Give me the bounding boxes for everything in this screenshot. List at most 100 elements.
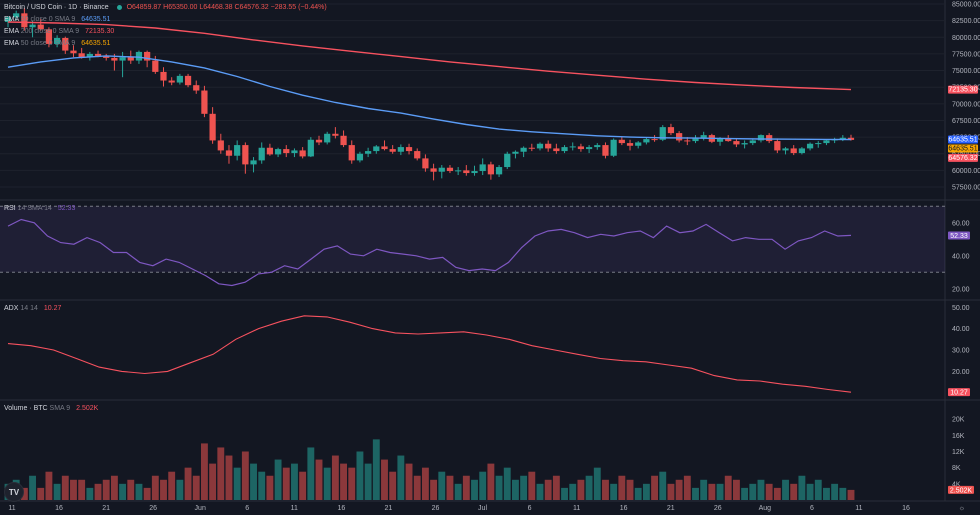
volume-bar[interactable] — [405, 463, 413, 500]
candle[interactable] — [193, 80, 200, 94]
candle[interactable] — [766, 133, 773, 144]
volume-bar[interactable] — [479, 471, 487, 500]
candle[interactable] — [21, 7, 28, 31]
candle[interactable] — [635, 141, 642, 149]
volume-bar[interactable] — [45, 471, 53, 500]
candle[interactable] — [217, 133, 224, 154]
candle[interactable] — [168, 77, 175, 86]
symbol-title[interactable]: Bitcoin / USD Coin · 1D · Binance — [4, 4, 109, 11]
candle[interactable] — [266, 143, 274, 156]
volume-bar[interactable] — [561, 487, 568, 500]
candle[interactable] — [53, 35, 61, 48]
volume-bar[interactable] — [847, 489, 855, 500]
volume-bar[interactable] — [659, 471, 667, 500]
volume-bar[interactable] — [806, 483, 814, 500]
candle[interactable] — [504, 151, 511, 170]
volume-bar[interactable] — [127, 479, 135, 500]
candle[interactable] — [626, 139, 634, 151]
volume-bar[interactable] — [446, 475, 454, 500]
volume-bar[interactable] — [585, 475, 593, 500]
candle[interactable] — [299, 147, 306, 159]
candle[interactable] — [528, 143, 535, 152]
candle[interactable] — [29, 20, 36, 38]
candle[interactable] — [545, 140, 552, 152]
volume-bar[interactable] — [299, 471, 307, 500]
volume-bar[interactable] — [520, 475, 528, 500]
candle[interactable] — [446, 165, 454, 174]
candle[interactable] — [536, 142, 544, 151]
candle[interactable] — [741, 140, 748, 149]
price-axis[interactable]: 57500.0060000.0062500.0065000.0067500.00… — [948, 2, 980, 495]
volume-bar[interactable] — [372, 439, 380, 500]
volume-bar[interactable] — [241, 451, 249, 501]
candle[interactable] — [520, 146, 527, 158]
volume-bar[interactable] — [315, 459, 323, 500]
volume-bar[interactable] — [814, 479, 822, 500]
volume-bar[interactable] — [323, 467, 331, 500]
volume-bar[interactable] — [528, 471, 536, 500]
candle[interactable] — [209, 107, 216, 144]
volume-bar[interactable] — [430, 479, 438, 500]
volume-bar[interactable] — [757, 479, 765, 500]
volume-bar[interactable] — [421, 467, 429, 500]
volume-bar[interactable] — [438, 471, 446, 500]
volume-bar[interactable] — [209, 463, 217, 500]
volume-bar[interactable] — [250, 463, 257, 500]
volume-bar[interactable] — [593, 467, 601, 500]
ema200-line[interactable] — [7, 21, 852, 91]
volume-bar[interactable] — [282, 467, 290, 500]
volume-bar[interactable] — [569, 483, 577, 500]
volume-bar[interactable] — [364, 463, 372, 500]
candle[interactable] — [373, 145, 380, 154]
volume-bar[interactable] — [610, 483, 618, 500]
candle[interactable] — [356, 151, 364, 163]
volume-bar[interactable] — [708, 483, 716, 500]
candle[interactable] — [225, 145, 233, 164]
tradingview-logo-icon[interactable]: TV — [4, 482, 24, 502]
candle[interactable] — [348, 140, 355, 164]
candle[interactable] — [798, 147, 806, 155]
volume-bar[interactable] — [70, 479, 77, 500]
volume-bar[interactable] — [102, 479, 110, 500]
volume-bar[interactable] — [683, 475, 691, 500]
volume-bar[interactable] — [168, 471, 176, 500]
candle[interactable] — [365, 147, 372, 158]
volume-bar[interactable] — [724, 475, 732, 500]
rsi-pane[interactable] — [0, 205, 945, 287]
volume-bar[interactable] — [487, 463, 495, 500]
candle[interactable] — [324, 131, 331, 145]
candle[interactable] — [733, 139, 740, 148]
candle[interactable] — [561, 145, 568, 154]
volume-bar[interactable] — [61, 475, 69, 500]
volume-bar[interactable] — [667, 483, 675, 500]
volume-bar[interactable] — [266, 475, 274, 500]
candle[interactable] — [274, 147, 282, 158]
candle[interactable] — [790, 145, 797, 156]
candle[interactable] — [676, 131, 683, 143]
candle[interactable] — [495, 165, 503, 178]
candle[interactable] — [234, 140, 241, 161]
candle[interactable] — [13, 10, 20, 21]
volume-bar[interactable] — [511, 479, 519, 500]
candle[interactable] — [242, 142, 249, 174]
volume-bar[interactable] — [782, 479, 789, 500]
candle[interactable] — [315, 135, 323, 146]
candle[interactable] — [815, 141, 822, 148]
candle[interactable] — [585, 145, 593, 154]
volume-bar[interactable] — [110, 475, 118, 500]
candle[interactable] — [62, 36, 69, 54]
volume-bar[interactable] — [798, 475, 806, 500]
volume-bar[interactable] — [176, 479, 184, 500]
candle[interactable] — [610, 138, 617, 158]
rsi-line[interactable] — [7, 218, 852, 287]
candle[interactable] — [479, 158, 486, 176]
volume-bar[interactable] — [389, 471, 397, 500]
volume-bar[interactable] — [642, 483, 650, 500]
candle[interactable] — [806, 142, 814, 151]
candle[interactable] — [487, 161, 494, 180]
candle[interactable] — [45, 27, 53, 48]
candle[interactable] — [512, 150, 519, 159]
candle[interactable] — [774, 138, 781, 154]
ema50-line[interactable] — [7, 55, 852, 141]
